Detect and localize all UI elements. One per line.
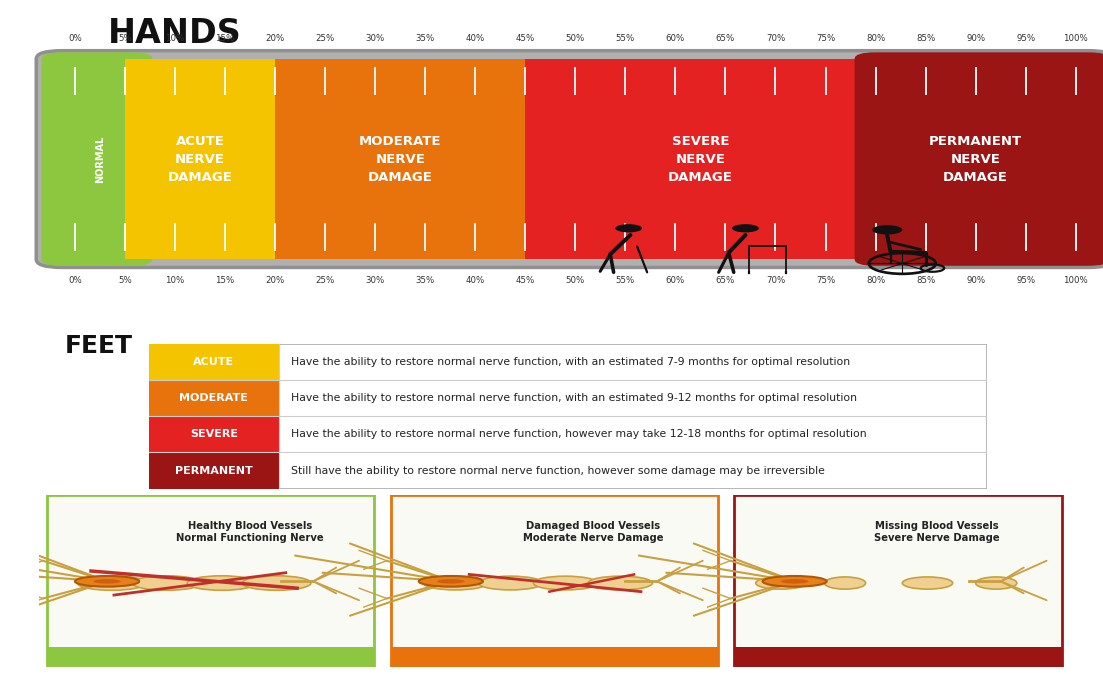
Circle shape (872, 225, 902, 235)
Text: 70%: 70% (765, 34, 785, 42)
Circle shape (762, 576, 826, 586)
Text: 85%: 85% (915, 34, 935, 42)
Text: 75%: 75% (816, 34, 835, 42)
Text: MODERATE: MODERATE (180, 393, 248, 403)
Ellipse shape (424, 576, 488, 590)
Text: 5%: 5% (118, 276, 132, 284)
Text: 0%: 0% (68, 34, 82, 42)
Text: MODERATE
NERVE
DAMAGE: MODERATE NERVE DAMAGE (358, 135, 441, 183)
Text: 15%: 15% (215, 34, 235, 42)
Text: ACUTE
NERVE
DAMAGE: ACUTE NERVE DAMAGE (168, 135, 233, 183)
Text: 80%: 80% (866, 276, 886, 284)
Text: 70%: 70% (765, 276, 785, 284)
Text: 25%: 25% (315, 276, 335, 284)
Text: Healthy Blood Vessels
Normal Functioning Nerve: Healthy Blood Vessels Normal Functioning… (176, 521, 323, 543)
Text: 65%: 65% (716, 34, 735, 42)
Text: 100%: 100% (1063, 34, 1088, 42)
Text: 10%: 10% (165, 34, 184, 42)
Text: 10%: 10% (165, 276, 184, 284)
Ellipse shape (243, 576, 311, 590)
Text: 15%: 15% (215, 276, 235, 284)
Text: 20%: 20% (266, 276, 285, 284)
Bar (46, 495, 374, 667)
Ellipse shape (975, 577, 1017, 589)
Circle shape (419, 576, 483, 586)
Bar (149, 344, 279, 380)
Text: 95%: 95% (1016, 276, 1036, 284)
Text: 50%: 50% (566, 276, 585, 284)
Circle shape (94, 579, 121, 584)
Text: 60%: 60% (666, 276, 685, 284)
Ellipse shape (188, 576, 256, 590)
FancyBboxPatch shape (42, 53, 152, 266)
Text: Have the ability to restore normal nerve function, with an estimated 7-9 months : Have the ability to restore normal nerve… (291, 357, 850, 367)
Text: PERMANENT
NERVE
DAMAGE: PERMANENT NERVE DAMAGE (929, 135, 1022, 183)
Text: Have the ability to restore normal nerve function, however may take 12-18 months: Have the ability to restore normal nerve… (291, 429, 867, 439)
Text: 30%: 30% (365, 34, 385, 42)
Text: 5%: 5% (118, 34, 132, 42)
Text: 90%: 90% (966, 276, 985, 284)
Ellipse shape (756, 577, 806, 589)
Text: HANDS: HANDS (108, 17, 242, 50)
Bar (149, 416, 279, 452)
Bar (125, 59, 275, 259)
Bar (735, 495, 1062, 667)
Text: 55%: 55% (615, 276, 635, 284)
Bar (390, 495, 718, 667)
Bar (735, 646, 1062, 667)
Text: SEVERE
NERVE
DAMAGE: SEVERE NERVE DAMAGE (668, 135, 732, 183)
Text: PERMANENT: PERMANENT (175, 466, 253, 476)
Ellipse shape (479, 576, 543, 590)
Text: Damaged Blood Vessels
Moderate Nerve Damage: Damaged Blood Vessels Moderate Nerve Dam… (523, 521, 664, 543)
Circle shape (732, 224, 759, 233)
Ellipse shape (534, 576, 598, 590)
FancyBboxPatch shape (855, 53, 1103, 266)
Text: Still have the ability to restore normal nerve function, however some damage may: Still have the ability to restore normal… (291, 466, 825, 476)
Ellipse shape (588, 576, 653, 590)
Text: 85%: 85% (915, 276, 935, 284)
Text: 35%: 35% (416, 276, 435, 284)
Text: FEET: FEET (64, 334, 132, 358)
Circle shape (615, 224, 642, 233)
FancyBboxPatch shape (36, 51, 1103, 268)
Bar (46, 646, 374, 667)
Text: NORMAL: NORMAL (95, 135, 105, 183)
Text: Have the ability to restore normal nerve function, with an estimated 9-12 months: Have the ability to restore normal nerve… (291, 393, 857, 403)
Text: Missing Blood Vessels
Severe Nerve Damage: Missing Blood Vessels Severe Nerve Damag… (875, 521, 1000, 543)
Text: 0%: 0% (68, 276, 82, 284)
Ellipse shape (824, 577, 866, 589)
Bar (390, 646, 718, 667)
Text: 45%: 45% (516, 34, 535, 42)
Text: 95%: 95% (1016, 34, 1036, 42)
Text: 20%: 20% (266, 34, 285, 42)
Text: 65%: 65% (716, 276, 735, 284)
Circle shape (437, 579, 464, 584)
Text: 80%: 80% (866, 34, 886, 42)
Circle shape (75, 576, 139, 586)
Text: 75%: 75% (816, 276, 835, 284)
Text: 30%: 30% (365, 276, 385, 284)
Bar (149, 380, 279, 416)
Text: SEVERE: SEVERE (190, 429, 238, 439)
Circle shape (781, 579, 808, 584)
Ellipse shape (77, 576, 146, 590)
Bar (525, 59, 876, 259)
Text: 40%: 40% (465, 276, 485, 284)
Text: 100%: 100% (1063, 276, 1088, 284)
Text: 50%: 50% (566, 34, 585, 42)
Text: 35%: 35% (416, 34, 435, 42)
Ellipse shape (902, 577, 953, 589)
Text: 55%: 55% (615, 34, 635, 42)
Text: 45%: 45% (516, 276, 535, 284)
Text: 60%: 60% (666, 34, 685, 42)
Bar (275, 59, 525, 259)
Ellipse shape (132, 576, 201, 590)
Bar (149, 452, 279, 489)
Text: 25%: 25% (315, 34, 335, 42)
Text: ACUTE: ACUTE (193, 357, 235, 367)
Text: 90%: 90% (966, 34, 985, 42)
Text: 40%: 40% (465, 34, 485, 42)
